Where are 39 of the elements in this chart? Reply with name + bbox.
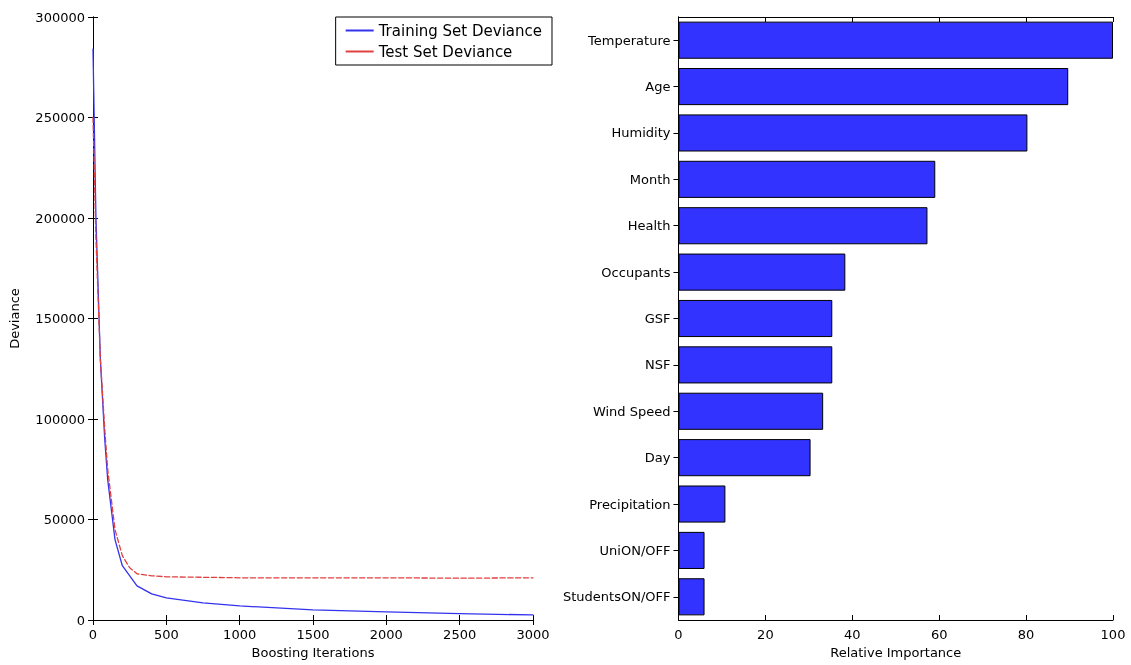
y-tick-label: Temperature <box>587 32 671 48</box>
y-axis-title: Deviance <box>7 288 22 349</box>
x-tick-label: 3000 <box>516 627 550 642</box>
y-tick-label: Wind Speed <box>592 403 671 419</box>
x-tick-label: 40 <box>844 627 861 642</box>
x-tick-label: 1000 <box>223 627 257 642</box>
y-tick-label: Day <box>644 450 671 466</box>
y-tick-label: Precipitation <box>589 496 671 512</box>
x-tick-label: 0 <box>88 627 98 642</box>
y-tick-label: StudentsON/OFF <box>562 589 671 605</box>
y-tick-label: 150000 <box>35 311 85 326</box>
x-tick-label: 1500 <box>296 627 330 642</box>
x-tick-label: 100 <box>1100 627 1126 642</box>
y-tick-label: Month <box>629 171 671 187</box>
y-tick-label: 0 <box>76 612 85 628</box>
x-tick-label: 500 <box>153 627 179 642</box>
x-tick-label: 2000 <box>369 627 403 642</box>
y-tick-label: NSF <box>645 357 671 373</box>
y-tick-label: Age <box>645 79 671 95</box>
legend-label: Test Set Deviance <box>377 42 513 61</box>
y-tick-label: GSF <box>644 311 671 326</box>
y-tick-label: Occupants <box>601 264 671 280</box>
x-tick-label: 2500 <box>443 627 477 642</box>
legend-label: Training Set Deviance <box>377 21 543 40</box>
y-tick-label: UniON/OFF <box>599 542 671 558</box>
x-tick-label: 0 <box>674 627 683 642</box>
y-tick-label: 200000 <box>35 210 85 226</box>
y-tick-label: 50000 <box>43 512 85 527</box>
y-tick-label: 250000 <box>35 110 85 125</box>
x-axis-title: Boosting Iterations <box>251 644 375 660</box>
y-tick-label: 300000 <box>35 9 85 25</box>
x-axis-title: Relative Importance <box>830 644 962 660</box>
x-tick-label: 80 <box>1017 627 1035 642</box>
x-tick-label: 60 <box>930 627 948 642</box>
y-tick-label: Humidity <box>611 125 671 141</box>
line-series <box>92 116 534 579</box>
y-tick-label: Health <box>627 218 671 234</box>
x-tick-label: 20 <box>757 627 774 642</box>
y-tick-label: 100000 <box>35 411 85 427</box>
